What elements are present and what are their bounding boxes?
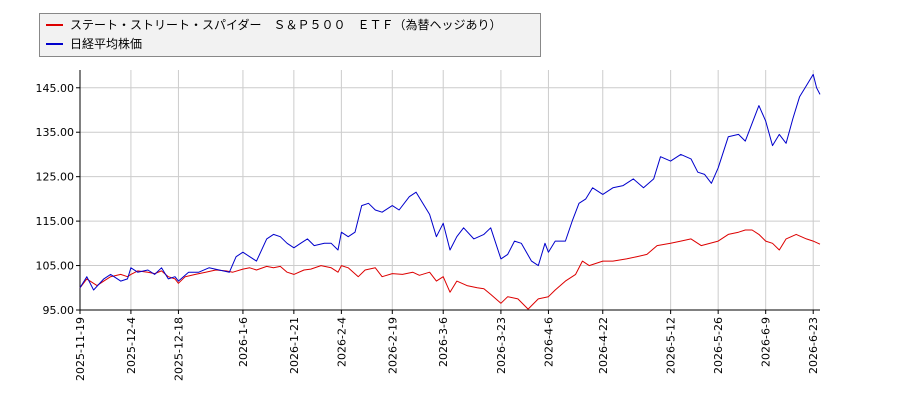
y-tick-label: 135.00	[36, 126, 75, 139]
x-axis-ticks: 2025-11-19 2025-12-4 2025-12-18 2026-1-6 202…	[74, 310, 820, 381]
x-tick-label: 2025-12-4	[125, 317, 138, 374]
x-tick-label: 2026-4-6	[542, 317, 555, 367]
x-tick-label: 2026-2-4	[335, 317, 348, 367]
x-tick-label: 2026-5-26	[712, 317, 725, 374]
x-tick-label: 2026-4-22	[597, 317, 610, 374]
legend-label-series-2: 日経平均株価	[70, 36, 142, 51]
x-tick-label: 2026-1-21	[288, 317, 301, 374]
plot-background	[80, 70, 820, 310]
legend: ステート・ストリート・スパイダー Ｓ＆Ｐ５００ ＥＴＦ（為替ヘッジあり） 日経平…	[39, 13, 541, 57]
x-tick-label: 2026-5-12	[665, 317, 678, 374]
series-line-1	[79, 229, 821, 310]
y-axis-ticks: 95.00 105.00 115.00 125.00 135.00 145.00	[36, 82, 80, 317]
y-tick-label: 115.00	[36, 215, 75, 228]
x-tick-label: 2025-11-19	[74, 317, 87, 381]
legend-label-series-1: ステート・ストリート・スパイダー Ｓ＆Ｐ５００ ＥＴＦ（為替ヘッジあり）	[70, 17, 502, 32]
x-tick-label: 2025-12-18	[172, 317, 185, 381]
grid-lines	[79, 70, 820, 311]
x-tick-label: 2026-3-6	[437, 317, 450, 367]
x-tick-label: 2026-6-9	[760, 317, 773, 367]
legend-box	[39, 13, 541, 57]
series-line-2	[79, 73, 821, 291]
series-lines	[79, 73, 821, 310]
y-tick-label: 95.00	[43, 304, 75, 317]
x-tick-label: 2026-6-23	[807, 317, 820, 374]
y-tick-label: 145.00	[36, 82, 75, 95]
plot-area	[80, 70, 820, 310]
y-tick-label: 125.00	[36, 171, 75, 184]
axes	[79, 70, 820, 311]
x-tick-label: 2026-3-23	[495, 317, 508, 374]
x-tick-label: 2026-1-6	[237, 317, 250, 367]
x-tick-label: 2026-2-19	[386, 317, 399, 374]
y-tick-label: 105.00	[36, 260, 75, 273]
